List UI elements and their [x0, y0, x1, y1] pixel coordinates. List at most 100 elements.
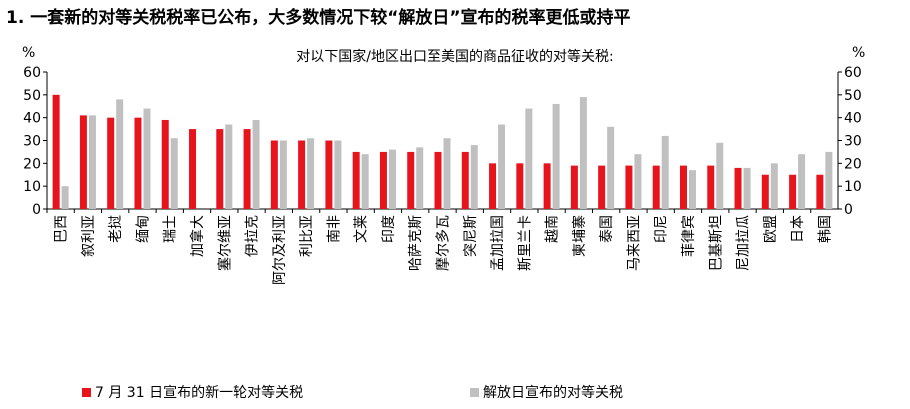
- x-category-label: 孟加拉国: [490, 215, 506, 271]
- bar-liberation-day: [661, 135, 669, 209]
- bar-new-tariff: [298, 140, 306, 209]
- bar-new-tariff: [816, 174, 824, 209]
- x-category-label: 印度: [381, 215, 397, 243]
- bar-new-tariff: [625, 165, 633, 209]
- bar-new-tariff: [379, 151, 387, 209]
- bar-liberation-day: [470, 145, 478, 209]
- x-category-label: 日本: [790, 215, 806, 243]
- bar-liberation-day: [279, 140, 287, 209]
- bar-liberation-day: [307, 138, 315, 209]
- y-tick-label-left: 10: [23, 179, 41, 195]
- y-tick-label-left: 0: [32, 202, 41, 218]
- bar-liberation-day: [388, 149, 396, 209]
- bar-liberation-day: [716, 142, 724, 209]
- y-tick-label-right: 10: [844, 179, 862, 195]
- bar-liberation-day: [416, 147, 424, 209]
- bar-liberation-day: [443, 138, 451, 209]
- bar-liberation-day: [552, 103, 560, 209]
- bar-liberation-day: [170, 138, 178, 209]
- x-category-label: 斯里兰卡: [517, 215, 533, 271]
- y-tick-label-left: 50: [23, 88, 41, 104]
- x-category-label: 哈萨克斯: [408, 215, 424, 271]
- x-category-label: 尼加拉瓜: [736, 215, 752, 271]
- bar-new-tariff: [598, 165, 606, 209]
- x-category-label: 塞尔维亚: [216, 215, 233, 271]
- bar-liberation-day: [743, 167, 751, 209]
- x-category-label: 老挝: [108, 215, 124, 243]
- y-tick-label-right: 60: [844, 65, 862, 81]
- legend-swatch-grey: [470, 387, 479, 397]
- bar-new-tariff: [189, 129, 197, 209]
- x-category-label: 欧盟: [763, 215, 779, 243]
- bar-liberation-day: [798, 154, 806, 209]
- bar-liberation-day: [688, 170, 696, 209]
- x-category-label: 越南: [545, 215, 561, 243]
- x-category-label: 文莱: [354, 215, 370, 243]
- bar-new-tariff: [407, 151, 415, 209]
- x-category-label: 巴西: [54, 215, 70, 243]
- bar-new-tariff: [516, 163, 524, 209]
- bar-new-tariff: [107, 117, 115, 209]
- page-title: 1. 一套新的对等关税税率已公布，大多数情况下较“解放日”宣布的税率更低或持平: [6, 8, 631, 28]
- bar-new-tariff: [679, 165, 687, 209]
- bar-new-tariff: [434, 151, 442, 209]
- y-tick-label-right: 40: [844, 111, 862, 127]
- bar-chart: 0 0 10 10 20 20 30 30 40 40 50 50 60 60 巴西 叙利亚 老挝 缅甸 瑞士 加拿大…: [23, 65, 862, 285]
- x-category-label: 瑞士: [163, 215, 179, 243]
- bar-new-tariff: [134, 117, 142, 209]
- bar-new-tariff: [270, 140, 278, 209]
- x-category-label: 缅甸: [135, 215, 151, 243]
- bar-new-tariff: [325, 140, 333, 209]
- bar-new-tariff: [789, 174, 797, 209]
- bar-liberation-day: [825, 151, 833, 209]
- bar-liberation-day: [607, 126, 615, 209]
- x-category-label: 菲律宾: [681, 215, 697, 257]
- x-category-label: 叙利亚: [80, 215, 97, 257]
- bar-new-tariff: [161, 119, 169, 209]
- bar-liberation-day: [252, 119, 260, 209]
- bar-new-tariff: [761, 174, 769, 209]
- legend-swatch-red: [82, 387, 91, 397]
- legend-item-new-tariff: 7 月 31 日宣布的新一轮对等关税: [82, 382, 303, 402]
- bar-liberation-day: [634, 154, 642, 209]
- bar-new-tariff: [243, 129, 251, 209]
- x-category-label: 韩国: [817, 215, 833, 243]
- x-category-label: 南非: [326, 215, 342, 243]
- x-category-label: 伊拉克: [245, 215, 261, 257]
- chart-title: 对以下国家/地区出口至美国的商品征收的对等关税:: [296, 49, 614, 65]
- bar-new-tariff: [570, 165, 578, 209]
- y-tick-label-left: 40: [23, 111, 41, 127]
- y-tick-label-right: 20: [844, 156, 862, 172]
- y-tick-label-right: 30: [844, 134, 862, 150]
- bar-liberation-day: [225, 124, 233, 209]
- bar-liberation-day: [334, 140, 342, 209]
- x-category-label: 突尼斯: [463, 215, 479, 257]
- legend-item-liberation-day: 解放日宣布的对等关税: [470, 382, 623, 402]
- legend-label-new-tariff: 7 月 31 日宣布的新一轮对等关税: [95, 385, 304, 401]
- y-tick-label-left: 20: [23, 156, 41, 172]
- bar-liberation-day: [88, 115, 96, 209]
- bar-new-tariff: [79, 115, 87, 209]
- bar-new-tariff: [734, 167, 742, 209]
- bar-new-tariff: [216, 129, 224, 209]
- y-tick-label-right: 50: [844, 88, 862, 104]
- bar-new-tariff: [352, 151, 360, 209]
- left-axis-unit: %: [22, 45, 36, 61]
- y-tick-label-right: 0: [844, 202, 853, 218]
- bar-new-tariff: [489, 163, 497, 209]
- bar-new-tariff: [707, 165, 715, 209]
- x-category-label: 印尼: [654, 215, 670, 243]
- x-category-label: 阿尔及利亚: [272, 215, 288, 285]
- legend-label-liberation-day: 解放日宣布的对等关税: [483, 385, 623, 401]
- bar-new-tariff: [461, 151, 469, 209]
- y-tick-label-left: 30: [23, 134, 41, 150]
- bar-liberation-day: [498, 124, 506, 209]
- x-category-label: 马来西亚: [626, 215, 642, 271]
- x-category-label: 摩尔多瓦: [435, 215, 452, 271]
- right-axis-unit: %: [852, 45, 866, 61]
- bar-new-tariff: [543, 163, 551, 209]
- bar-liberation-day: [61, 186, 69, 209]
- bar-liberation-day: [361, 154, 369, 209]
- y-tick-label-left: 60: [23, 65, 41, 81]
- bar-liberation-day: [770, 163, 778, 209]
